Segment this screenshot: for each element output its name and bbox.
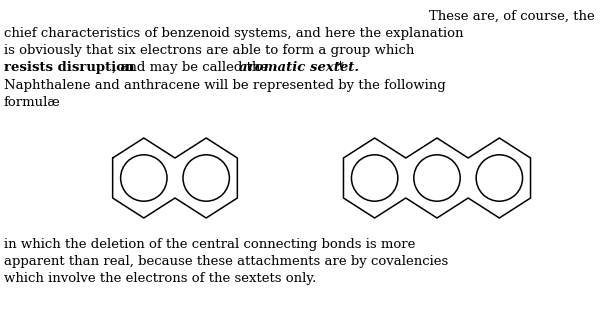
Text: These are, of course, the: These are, of course, the [429, 10, 595, 23]
Text: formulæ: formulæ [4, 96, 61, 109]
Text: *: * [337, 61, 344, 74]
Text: apparent than real, because these attachments are by covalencies: apparent than real, because these attach… [4, 255, 448, 268]
Text: aromatic sextet.: aromatic sextet. [239, 61, 359, 74]
Text: , and may be called the: , and may be called the [112, 61, 272, 74]
Text: resists disruption: resists disruption [4, 61, 135, 74]
Text: in which the deletion of the central connecting bonds is more: in which the deletion of the central con… [4, 238, 415, 251]
Text: which involve the electrons of the sextets only.: which involve the electrons of the sexte… [4, 272, 316, 285]
Text: is obviously that six electrons are able to form a group which: is obviously that six electrons are able… [4, 44, 414, 57]
Text: Naphthalene and anthracene will be represented by the following: Naphthalene and anthracene will be repre… [4, 79, 446, 92]
Text: chief characteristics of benzenoid systems, and here the explanation: chief characteristics of benzenoid syste… [4, 27, 463, 40]
